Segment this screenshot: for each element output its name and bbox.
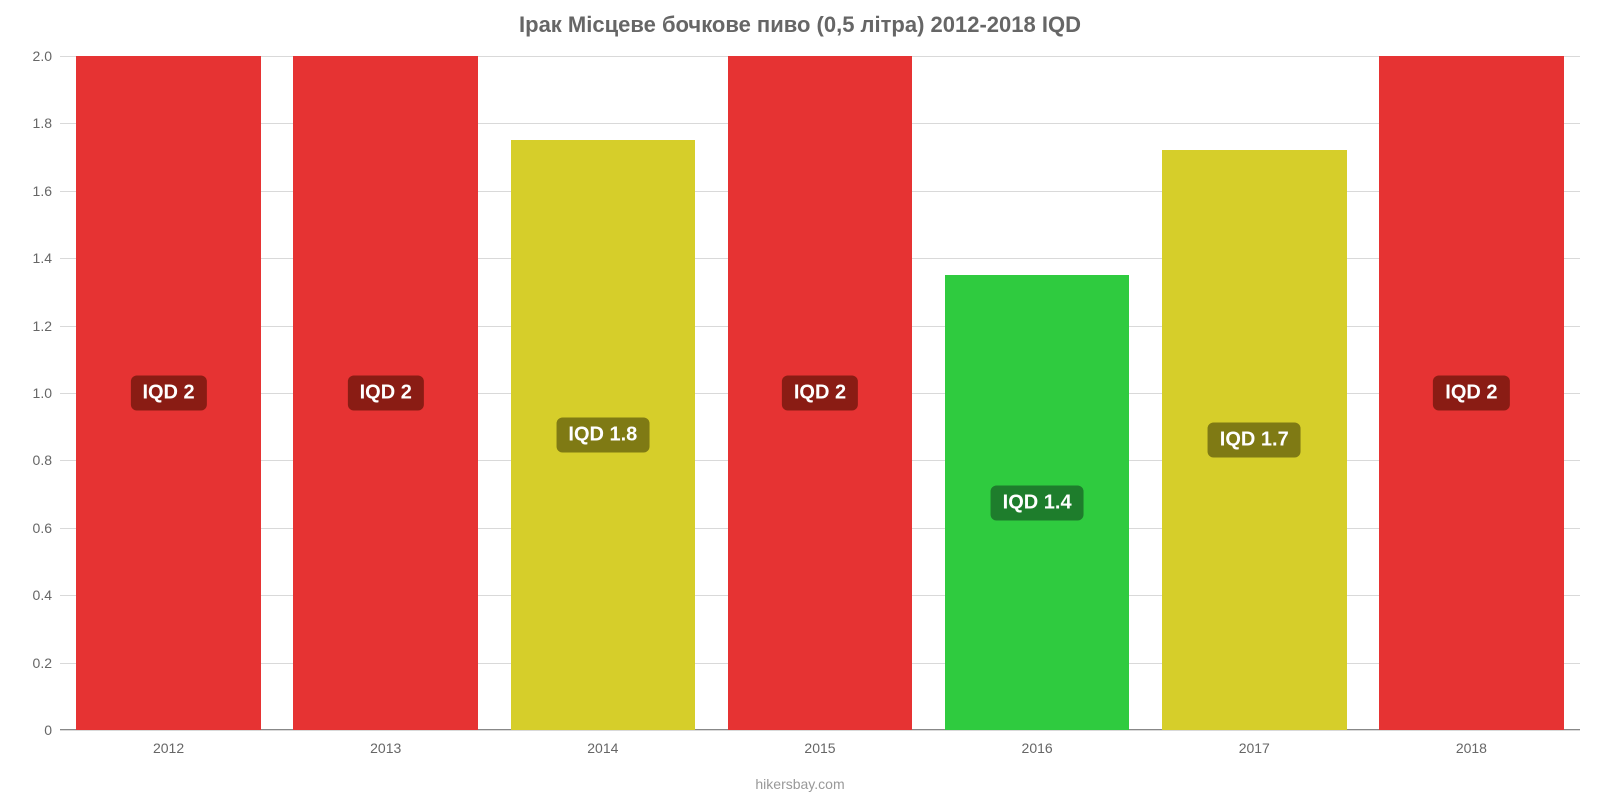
y-tick-label: 1.4: [33, 250, 52, 266]
bar: IQD 2: [293, 56, 478, 730]
chart-plot-area: 00.20.40.60.81.01.21.41.61.82.0IQD 22012…: [60, 56, 1580, 730]
y-tick-label: 1.6: [33, 183, 52, 199]
x-tick-label: 2017: [1239, 740, 1270, 756]
bar-value-label: IQD 1.4: [991, 485, 1084, 520]
bars-container: IQD 22012IQD 22013IQD 1.82014IQD 22015IQ…: [60, 56, 1580, 730]
bar: IQD 1.4: [945, 275, 1130, 730]
bar-value-label: IQD 2: [1433, 376, 1509, 411]
bar-slot: IQD 22013: [277, 56, 494, 730]
bar-value-label: IQD 2: [348, 376, 424, 411]
x-tick-label: 2014: [587, 740, 618, 756]
attribution-text: hikersbay.com: [0, 776, 1600, 792]
y-tick-label: 2.0: [33, 48, 52, 64]
bar: IQD 2: [1379, 56, 1564, 730]
y-tick-label: 1.8: [33, 115, 52, 131]
x-tick-label: 2018: [1456, 740, 1487, 756]
bar-value-label: IQD 1.7: [1208, 423, 1301, 458]
y-tick-label: 0.2: [33, 655, 52, 671]
bar-slot: IQD 1.42016: [929, 56, 1146, 730]
bar-slot: IQD 1.82014: [494, 56, 711, 730]
x-tick-label: 2012: [153, 740, 184, 756]
x-tick-label: 2013: [370, 740, 401, 756]
gridline: [60, 730, 1580, 731]
bar-slot: IQD 22018: [1363, 56, 1580, 730]
y-tick-label: 0.4: [33, 587, 52, 603]
bar-value-label: IQD 2: [782, 376, 858, 411]
y-tick-label: 0: [44, 722, 52, 738]
x-tick-label: 2016: [1022, 740, 1053, 756]
bar-value-label: IQD 1.8: [556, 418, 649, 453]
bar: IQD 1.8: [511, 140, 696, 730]
y-tick-label: 1.2: [33, 318, 52, 334]
bar-value-label: IQD 2: [130, 376, 206, 411]
bar-slot: IQD 22015: [711, 56, 928, 730]
chart-title: Ірак Місцеве бочкове пиво (0,5 літра) 20…: [0, 0, 1600, 38]
bar-slot: IQD 1.72017: [1146, 56, 1363, 730]
y-tick-label: 0.8: [33, 452, 52, 468]
bar-slot: IQD 22012: [60, 56, 277, 730]
y-tick-label: 1.0: [33, 385, 52, 401]
bar: IQD 2: [728, 56, 913, 730]
bar: IQD 1.7: [1162, 150, 1347, 730]
y-tick-label: 0.6: [33, 520, 52, 536]
x-tick-label: 2015: [804, 740, 835, 756]
bar: IQD 2: [76, 56, 261, 730]
